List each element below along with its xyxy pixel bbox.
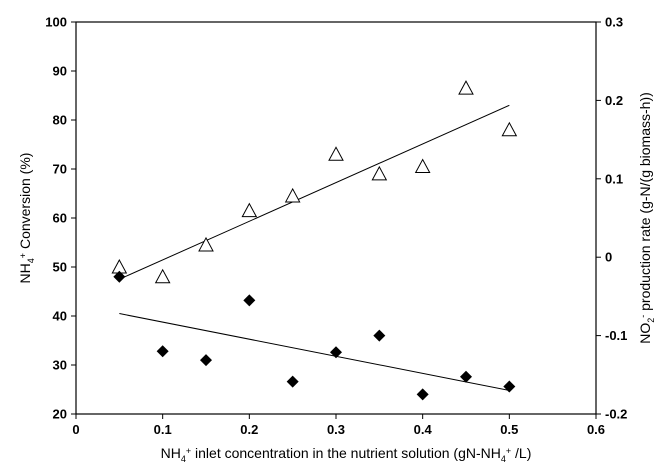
diamond-point (330, 346, 342, 359)
y-right-tick-label: 0 (605, 250, 612, 265)
y-left-tick-label: 80 (53, 113, 67, 128)
y-left-tick-label: 90 (53, 64, 67, 79)
trendline-series-1 (119, 104, 510, 280)
diamond-point (416, 388, 429, 401)
triangle-point (198, 236, 214, 252)
x-axis-title-part: inlet concentration in the nutrient solu… (191, 445, 501, 461)
y-right-tick-label: 0.1 (605, 171, 623, 186)
diamond-point (286, 375, 299, 388)
y-right-axis-title-part: - (638, 315, 648, 318)
triangle-point (458, 80, 474, 95)
triangle-point (371, 165, 388, 181)
x-tick-label: 0.6 (587, 422, 605, 437)
x-axis-title-part: /L) (511, 445, 531, 461)
y-left-tick-label: 50 (53, 260, 67, 275)
y-left-tick-label: 40 (53, 309, 67, 324)
y-left-tick-label: 60 (53, 211, 67, 226)
y-left-axis-title-part: Conversion (%) (17, 153, 33, 253)
diamond-point (113, 270, 126, 283)
diamond-point (460, 370, 472, 383)
y-right-tick-label: 0.2 (605, 93, 623, 108)
diamond-point (200, 354, 212, 367)
x-tick-label: 0.3 (327, 422, 345, 437)
x-axis-title-part: NH (161, 445, 181, 461)
triangle-point (414, 158, 431, 174)
y-left-tick-label: 20 (53, 407, 67, 422)
triangle-point (284, 187, 301, 203)
diamond-point (243, 294, 256, 307)
y-left-axis-title-part: NH (17, 263, 33, 283)
y-right-tick-label: 0.3 (605, 15, 623, 30)
triangle-point (241, 202, 258, 218)
y-left-tick-label: 70 (53, 162, 67, 177)
x-axis-title-part: 4 (501, 454, 506, 464)
y-right-axis-title-part: NO (637, 323, 653, 344)
y-right-axis-title-part: 2 (646, 318, 656, 323)
triangle-point (501, 121, 518, 137)
y-right-tick-label: -0.2 (605, 407, 627, 422)
x-axis-title-part: 4 (181, 454, 186, 464)
y-right-axis-title: NO2- production rate (g-N/(g biomass-h)) (637, 92, 656, 344)
y-left-axis-title-part: + (18, 253, 28, 258)
x-axis-title-part: + (506, 446, 511, 456)
x-axis-title-part: + (186, 446, 191, 456)
x-tick-label: 0.5 (500, 422, 518, 437)
y-left-tick-label: 30 (53, 358, 67, 373)
x-tick-label: 0.2 (240, 422, 258, 437)
y-left-tick-label: 100 (45, 15, 67, 30)
y-left-axis-title: NH4+ Conversion (%) (17, 153, 36, 284)
y-left-axis-title-part: 4 (26, 258, 36, 263)
y-right-axis-title-part: production rate (g-N/(g biomass-h)) (637, 92, 653, 315)
x-axis-title: NH4+ inlet concentration in the nutrient… (161, 445, 532, 464)
triangle-point (154, 268, 171, 284)
x-tick-label: 0.4 (414, 422, 433, 437)
x-tick-label: 0.1 (154, 422, 172, 437)
trendline-series-2 (119, 313, 510, 391)
x-tick-label: 0 (72, 422, 79, 437)
diamond-point (373, 329, 386, 342)
diamond-point (503, 380, 516, 393)
y-right-tick-label: -0.1 (605, 328, 627, 343)
diamond-point (156, 345, 169, 358)
triangle-point (328, 146, 344, 161)
